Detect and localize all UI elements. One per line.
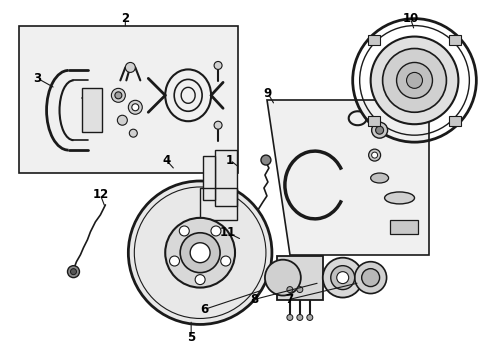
Text: 2: 2	[121, 12, 129, 25]
Polygon shape	[266, 100, 428, 255]
Circle shape	[354, 262, 386, 293]
Circle shape	[129, 129, 137, 137]
Polygon shape	[276, 256, 322, 300]
Circle shape	[128, 181, 271, 324]
Ellipse shape	[370, 173, 388, 183]
Circle shape	[382, 49, 446, 112]
Polygon shape	[82, 88, 102, 132]
Circle shape	[132, 104, 139, 111]
Circle shape	[111, 88, 125, 102]
Bar	[389, 220, 417, 234]
Ellipse shape	[384, 192, 414, 204]
Circle shape	[375, 126, 383, 134]
Circle shape	[371, 152, 377, 158]
Circle shape	[286, 287, 292, 293]
Polygon shape	[203, 156, 215, 200]
Text: 4: 4	[162, 154, 170, 167]
Circle shape	[368, 149, 380, 161]
Circle shape	[165, 218, 235, 288]
Circle shape	[214, 62, 222, 69]
Text: 3: 3	[34, 72, 41, 85]
Circle shape	[361, 269, 379, 287]
Circle shape	[115, 92, 122, 99]
Circle shape	[67, 266, 80, 278]
Circle shape	[264, 260, 300, 296]
Circle shape	[261, 155, 270, 165]
Circle shape	[396, 62, 431, 98]
Circle shape	[322, 258, 362, 298]
Circle shape	[336, 272, 348, 284]
Polygon shape	[215, 150, 237, 206]
Circle shape	[296, 287, 302, 293]
Circle shape	[117, 115, 127, 125]
Circle shape	[296, 315, 302, 320]
Bar	[448, 116, 461, 126]
Text: 7: 7	[284, 293, 292, 306]
Circle shape	[128, 100, 142, 114]
Text: 1: 1	[225, 154, 234, 167]
Circle shape	[371, 122, 387, 138]
Bar	[367, 116, 379, 126]
Circle shape	[406, 72, 422, 88]
Circle shape	[70, 269, 76, 275]
Circle shape	[210, 226, 221, 236]
Circle shape	[180, 233, 220, 273]
Circle shape	[190, 243, 210, 263]
Circle shape	[195, 275, 204, 285]
Text: 6: 6	[200, 303, 208, 316]
Circle shape	[125, 62, 135, 72]
Circle shape	[214, 121, 222, 129]
Bar	[448, 35, 461, 45]
Text: 11: 11	[220, 226, 236, 239]
Circle shape	[286, 315, 292, 320]
Circle shape	[306, 315, 312, 320]
Text: 8: 8	[249, 293, 258, 306]
Text: 12: 12	[92, 188, 108, 202]
Circle shape	[220, 256, 230, 266]
Bar	[19, 26, 238, 173]
Text: 9: 9	[263, 87, 271, 100]
Circle shape	[330, 266, 354, 289]
Circle shape	[179, 226, 189, 236]
Bar	[367, 35, 379, 45]
Text: 5: 5	[186, 331, 195, 344]
Circle shape	[370, 37, 457, 124]
Text: 10: 10	[402, 12, 418, 25]
Circle shape	[169, 256, 179, 266]
